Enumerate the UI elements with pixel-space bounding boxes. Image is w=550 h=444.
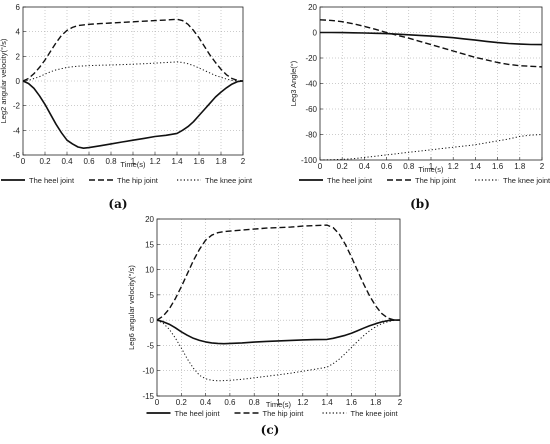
figure-caption: (c) — [261, 423, 280, 437]
y-axis-label: Leg3 Angle(°) — [289, 60, 298, 106]
grid-b — [320, 7, 542, 160]
y-tick-label: -2 — [13, 102, 21, 111]
series-line-dotted — [22, 61, 243, 82]
legend-label: The hip joint — [117, 176, 159, 185]
x-tick-label: 1.8 — [370, 398, 382, 407]
series-line-dashed — [22, 18, 244, 82]
x-tick-label: 0.2 — [176, 398, 188, 407]
y-tick-label: 5 — [150, 291, 155, 300]
x-tick-label: 0.2 — [337, 162, 349, 171]
y-tick-label: -10 — [142, 367, 154, 376]
series-line-dotted — [319, 134, 543, 161]
legend-label: The heel joint — [327, 176, 373, 185]
chart-a: 0 0.2 0.4 0.6 0.8 1 1.2 1.4 1.6 1.8 2 -6 -4 -2 0 2 4 6 Tim… — [0, 3, 253, 211]
series-line-dashed — [156, 224, 401, 321]
x-tick-label: 2 — [241, 157, 246, 166]
x-tick-label: 0.6 — [224, 398, 236, 407]
x-tick-label: 1.4 — [322, 398, 334, 407]
legend-b: The heel joint The hip joint The knee join… — [299, 176, 550, 185]
y-axis-label: Leg6 angular velocity(°/s) — [127, 265, 136, 350]
legend-c: The heel joint The hip joint The knee join… — [146, 409, 399, 418]
x-tick-label: 0.4 — [200, 398, 212, 407]
legend-label: The knee joint — [351, 409, 399, 418]
series-line-solid — [320, 31, 543, 46]
x-axis-label: Time(s) — [266, 400, 292, 409]
x-tick-label: 1.2 — [297, 398, 309, 407]
y-tick-label: -40 — [305, 80, 317, 89]
y-tick-label: -60 — [305, 105, 317, 114]
x-tick-label: 0.6 — [381, 162, 393, 171]
grid-a — [23, 7, 243, 155]
y-tick-label: 6 — [16, 3, 21, 12]
x-tick-label: 1.8 — [514, 162, 526, 171]
y-tick-label: 20 — [308, 3, 317, 12]
y-tick-label: 4 — [16, 28, 21, 37]
y-tick-label: -4 — [13, 126, 21, 135]
y-tick-label: 10 — [145, 266, 154, 275]
figure-caption: (b) — [410, 197, 430, 211]
y-tick-label: 15 — [145, 240, 154, 249]
legend-a: The heel joint The hip joint The knee join… — [1, 176, 253, 185]
legend-label: The hip joint — [415, 176, 457, 185]
x-tick-label: 0.4 — [359, 162, 371, 171]
figure-caption: (a) — [108, 197, 127, 211]
legend-label: The heel joint — [29, 176, 75, 185]
y-tick-label: -6 — [13, 151, 21, 160]
x-tick-label: 1.4 — [171, 157, 183, 166]
y-axis-label: Leg2 angular velocity(°/s) — [0, 38, 8, 123]
x-tick-label: 1.4 — [470, 162, 482, 171]
x-tick-label: 1.6 — [346, 398, 358, 407]
y-tick-label: -20 — [305, 54, 317, 63]
y-tick-label: 0 — [313, 29, 318, 38]
x-tick-label: 0.4 — [61, 157, 73, 166]
y-tick-label: 0 — [150, 316, 155, 325]
series-line-dotted — [156, 319, 401, 382]
x-tick-label: 1.6 — [193, 157, 205, 166]
legend-label: The knee joint — [503, 176, 550, 185]
y-tick-label: 2 — [16, 52, 21, 61]
y-tick-label: 20 — [145, 215, 154, 224]
x-tick-label: 2 — [398, 398, 403, 407]
x-tick-label: 0 — [318, 162, 323, 171]
x-tick-label: 1.2 — [149, 157, 161, 166]
x-tick-label: 0 — [21, 157, 26, 166]
x-tick-label: 0 — [155, 398, 160, 407]
y-tick-label: -100 — [301, 156, 318, 165]
x-tick-label: 1.6 — [492, 162, 504, 171]
x-tick-label: 1 — [131, 157, 136, 166]
chart-c: 0 0.2 0.4 0.6 0.8 1 1.2 1.4 1.6 1.8 2 -15 -10 -5 0 5 10 1… — [127, 215, 403, 437]
x-tick-label: 1.8 — [215, 157, 227, 166]
y-tick-label: 0 — [16, 77, 21, 86]
x-axis-label: Time(s) — [418, 165, 444, 174]
x-tick-label: 0.8 — [403, 162, 415, 171]
x-tick-label: 1 — [276, 398, 281, 407]
x-tick-label: 0.8 — [105, 157, 117, 166]
series-line-solid — [22, 80, 244, 149]
x-tick-label: 1.2 — [448, 162, 460, 171]
x-tick-label: 0.6 — [83, 157, 95, 166]
x-tick-label: 0.8 — [249, 398, 261, 407]
y-tick-label: -5 — [147, 341, 155, 350]
chart-b: 0 0.2 0.4 0.6 0.8 1 1.2 1.4 1.6 1.8 2 -100 -80 -60 -40… — [289, 3, 550, 211]
legend-label: The heel joint — [175, 409, 221, 418]
x-tick-label: 0.2 — [39, 157, 51, 166]
legend-label: The knee joint — [205, 176, 253, 185]
series-line-solid — [156, 319, 400, 345]
x-axis-label: Time(s) — [120, 160, 146, 169]
series-line-dashed — [319, 19, 543, 68]
x-tick-label: 1 — [429, 162, 434, 171]
x-tick-label: 2 — [540, 162, 545, 171]
legend-label: The hip joint — [263, 409, 305, 418]
grid-c — [157, 219, 400, 396]
y-tick-label: -80 — [305, 131, 317, 140]
y-tick-label: -15 — [142, 392, 154, 401]
